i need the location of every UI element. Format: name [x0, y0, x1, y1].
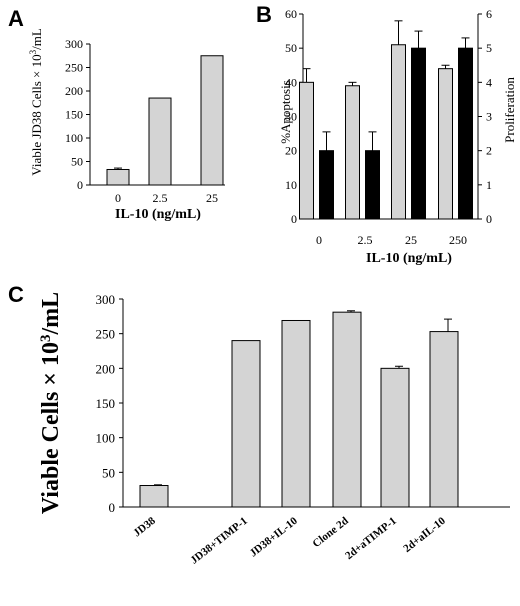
- panel-b-left-tick-label: 20: [285, 144, 297, 158]
- panel-a-y-tick-label: 250: [65, 61, 83, 75]
- panel-b-apoptosis-bar: [300, 82, 314, 219]
- panel-b-left-tick-label: 0: [291, 212, 297, 226]
- panel-a-x-tick-label: 25: [206, 191, 218, 205]
- panel-c-y-tick-label: 100: [96, 431, 116, 446]
- panel-c-x-tick-label: 2d+aTIMP-1: [343, 515, 399, 562]
- panel-a: A Viable JD38 Cells × 103/mL IL-10 (ng/m…: [8, 6, 225, 222]
- panel-a-bar: [149, 98, 171, 185]
- panel-b: B %Apoptosis Proliferation IL-10 (ng/mL)…: [256, 2, 517, 266]
- panel-c-x-tick-label: 2d+aIL-10: [401, 515, 448, 555]
- panel-c-bar: [282, 320, 310, 507]
- panel-b-right-tick-label: 6: [486, 7, 492, 21]
- panel-c-x-tick-label: Clone 2d: [310, 515, 350, 550]
- panel-a-x-tick-label: 0: [115, 191, 121, 205]
- panel-b-x-tick-label: 2.5: [358, 233, 373, 247]
- panel-c-letter: C: [8, 282, 24, 307]
- panel-a-y-tick-label: 100: [65, 131, 83, 145]
- panel-b-proliferation-bar: [320, 151, 334, 219]
- panel-c-y-axis-label: Viable Cells × 103/mL: [38, 292, 64, 514]
- panel-c-y-tick-label: 0: [109, 500, 116, 515]
- panel-b-apoptosis-bar: [439, 69, 453, 219]
- panel-b-right-tick-label: 4: [486, 75, 492, 89]
- panel-b-left-tick-label: 10: [285, 178, 297, 192]
- panel-c-bar: [232, 341, 260, 507]
- panel-a-y-tick-label: 50: [71, 155, 83, 169]
- panel-b-right-tick-label: 3: [486, 110, 492, 124]
- panel-b-apoptosis-bar: [392, 45, 406, 219]
- panel-c-y-tick-label: 300: [96, 292, 116, 307]
- panel-b-proliferation-bar: [459, 48, 473, 219]
- panel-c-y-tick-label: 50: [102, 465, 115, 480]
- panel-a-bar: [201, 56, 223, 185]
- panel-a-y-axis-label: Viable JD38 Cells × 103/mL: [28, 28, 44, 176]
- panel-b-x-axis-label: IL-10 (ng/mL): [366, 251, 452, 266]
- panel-a-letter: A: [8, 6, 24, 31]
- panel-b-right-tick-label: 2: [486, 144, 492, 158]
- panel-a-x-tick-label: 2.5: [153, 191, 168, 205]
- panel-b-left-tick-label: 40: [285, 75, 297, 89]
- panel-b-apoptosis-bar: [346, 86, 360, 219]
- panel-c-bar: [140, 486, 168, 507]
- panel-a-y-tick-label: 200: [65, 84, 83, 98]
- panel-b-x-tick-label: 0: [316, 233, 322, 247]
- panel-b-proliferation-bar: [366, 151, 380, 219]
- panel-a-y-tick-label: 150: [65, 108, 83, 122]
- panel-b-left-tick-label: 60: [285, 7, 297, 21]
- panel-c-y-tick-label: 200: [96, 361, 116, 376]
- panel-a-x-axis-label: IL-10 (ng/mL): [115, 207, 201, 222]
- panel-b-x-tick-label: 25: [405, 233, 417, 247]
- panel-c-bar: [430, 332, 458, 507]
- panel-b-proliferation-bar: [412, 48, 426, 219]
- panel-a-y-tick-label: 0: [77, 178, 83, 192]
- panel-b-left-tick-label: 30: [285, 110, 297, 124]
- panel-b-right-tick-label: 1: [486, 178, 492, 192]
- panel-b-x-tick-label: 250: [449, 233, 467, 247]
- panel-c-x-tick-label: JD38+IL-10: [248, 515, 301, 560]
- panel-a-y-tick-label: 300: [65, 37, 83, 51]
- panel-b-letter: B: [256, 2, 272, 27]
- panel-b-left-tick-label: 50: [285, 41, 297, 55]
- panel-a-bar: [107, 169, 129, 185]
- panel-c-y-tick-label: 150: [96, 396, 116, 411]
- panel-c-bar: [381, 368, 409, 507]
- panel-c-x-tick-label: JD38: [131, 515, 158, 540]
- panel-c-x-tick-label: JD38+TIMP-1: [188, 515, 249, 567]
- panel-c-bar: [333, 312, 361, 507]
- panel-b-right-tick-label: 0: [486, 212, 492, 226]
- panel-c: C Viable Cells × 103/mL 0 50 100 150 200 250 3…: [8, 282, 510, 567]
- panel-c-y-tick-label: 250: [96, 327, 116, 342]
- panel-b-right-axis-label: Proliferation: [502, 77, 517, 143]
- panel-b-right-tick-label: 5: [486, 41, 492, 55]
